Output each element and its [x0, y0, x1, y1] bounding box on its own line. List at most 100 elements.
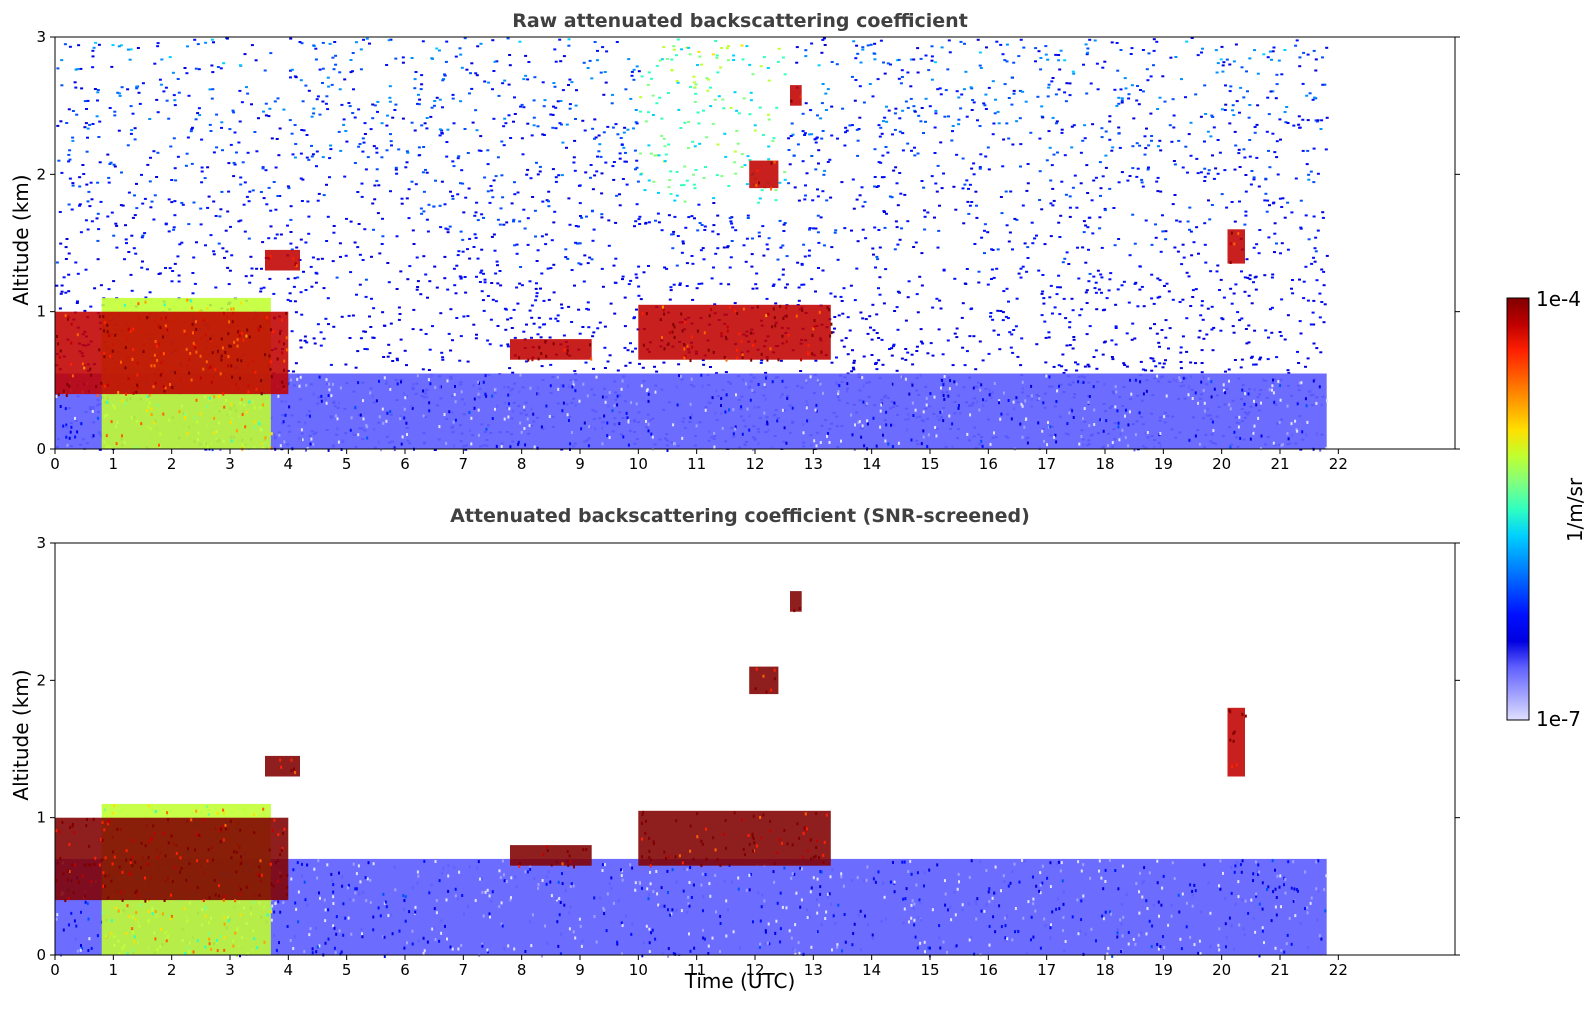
noise-speckle — [233, 163, 237, 166]
feature-texture — [1133, 448, 1136, 452]
noise-speckle — [781, 273, 785, 276]
noise-speckle — [1117, 102, 1121, 105]
feature-texture — [1272, 378, 1274, 382]
noise-speckle — [882, 176, 886, 179]
noise-speckle — [483, 176, 487, 179]
feature-texture — [613, 404, 616, 408]
feature-texture — [549, 384, 552, 388]
noise-speckle — [321, 41, 325, 44]
noise-speckle — [515, 243, 519, 246]
noise-speckle — [1246, 276, 1250, 279]
noise-speckle — [973, 243, 977, 245]
noise-speckle — [84, 268, 88, 271]
noise-speckle — [567, 197, 571, 200]
noise-speckle — [261, 167, 265, 170]
noise-speckle — [415, 288, 419, 291]
feature-texture — [981, 444, 984, 448]
noise-speckle — [1134, 281, 1138, 284]
noise-speckle — [1238, 111, 1241, 114]
noise-speckle — [70, 208, 74, 211]
noise-speckle — [700, 63, 704, 66]
feature-texture — [426, 395, 428, 399]
feature-texture — [186, 298, 189, 302]
noise-speckle — [1098, 216, 1102, 219]
noise-speckle — [438, 134, 442, 137]
noise-speckle — [1315, 120, 1319, 123]
noise-speckle — [724, 371, 728, 374]
noise-speckle — [560, 174, 564, 177]
feature-texture — [1159, 444, 1162, 448]
noise-speckle — [759, 361, 763, 364]
feature-texture — [399, 414, 402, 418]
noise-speckle — [455, 317, 459, 319]
noise-speckle — [653, 154, 657, 157]
noise-speckle — [577, 262, 581, 265]
noise-speckle — [399, 338, 403, 341]
noise-speckle — [476, 257, 480, 260]
feature-texture — [1273, 400, 1276, 404]
noise-speckle — [1254, 288, 1258, 291]
noise-speckle — [848, 329, 852, 332]
noise-speckle — [329, 144, 333, 147]
noise-speckle — [670, 58, 674, 61]
noise-speckle — [1076, 363, 1080, 366]
feature-texture — [1083, 407, 1086, 410]
noise-speckle — [86, 99, 90, 102]
noise-speckle — [919, 57, 923, 60]
noise-speckle — [1117, 132, 1121, 135]
noise-speckle — [251, 189, 255, 192]
noise-speckle — [606, 360, 610, 363]
feature-texture — [666, 449, 669, 452]
noise-speckle — [830, 105, 834, 108]
noise-speckle — [667, 92, 670, 94]
noise-speckle — [454, 55, 458, 58]
noise-speckle — [899, 82, 903, 85]
noise-speckle — [412, 308, 416, 311]
noise-speckle — [96, 239, 100, 242]
noise-speckle — [917, 114, 921, 117]
noise-speckle — [672, 283, 676, 286]
noise-speckle — [203, 177, 207, 180]
noise-speckle — [920, 284, 924, 287]
noise-speckle — [96, 91, 100, 94]
noise-speckle — [1219, 329, 1223, 332]
noise-speckle — [530, 316, 534, 319]
noise-speckle — [487, 81, 491, 84]
feature-texture — [955, 382, 958, 386]
noise-speckle — [211, 88, 215, 91]
noise-speckle — [554, 106, 558, 109]
noise-speckle — [1056, 151, 1059, 154]
feature-texture — [741, 432, 744, 436]
noise-speckle — [1254, 363, 1258, 366]
noise-speckle — [573, 169, 577, 172]
noise-speckle — [214, 286, 218, 289]
noise-speckle — [130, 289, 134, 292]
noise-speckle — [153, 194, 157, 197]
noise-speckle — [267, 237, 271, 240]
noise-speckle — [929, 342, 933, 345]
noise-speckle — [1194, 93, 1198, 96]
feature-texture — [1078, 442, 1081, 446]
noise-speckle — [685, 46, 689, 49]
noise-speckle — [552, 291, 556, 294]
noise-speckle — [386, 355, 390, 358]
noise-speckle — [531, 196, 535, 198]
noise-speckle — [1040, 208, 1044, 211]
noise-speckle — [1184, 96, 1187, 99]
noise-speckle — [1207, 199, 1210, 202]
noise-speckle — [1137, 103, 1141, 106]
noise-speckle — [309, 265, 313, 268]
feature-texture — [1305, 433, 1308, 437]
noise-speckle — [1012, 92, 1016, 95]
feature-texture — [934, 426, 937, 429]
feature-texture — [537, 357, 540, 361]
feature-texture — [273, 433, 276, 437]
noise-speckle — [618, 152, 622, 155]
noise-speckle — [766, 67, 770, 69]
noise-speckle — [986, 283, 990, 286]
noise-speckle — [288, 119, 292, 122]
noise-speckle — [761, 225, 765, 228]
feature-texture — [751, 388, 754, 392]
feature-texture — [229, 344, 232, 348]
noise-speckle — [729, 256, 733, 259]
